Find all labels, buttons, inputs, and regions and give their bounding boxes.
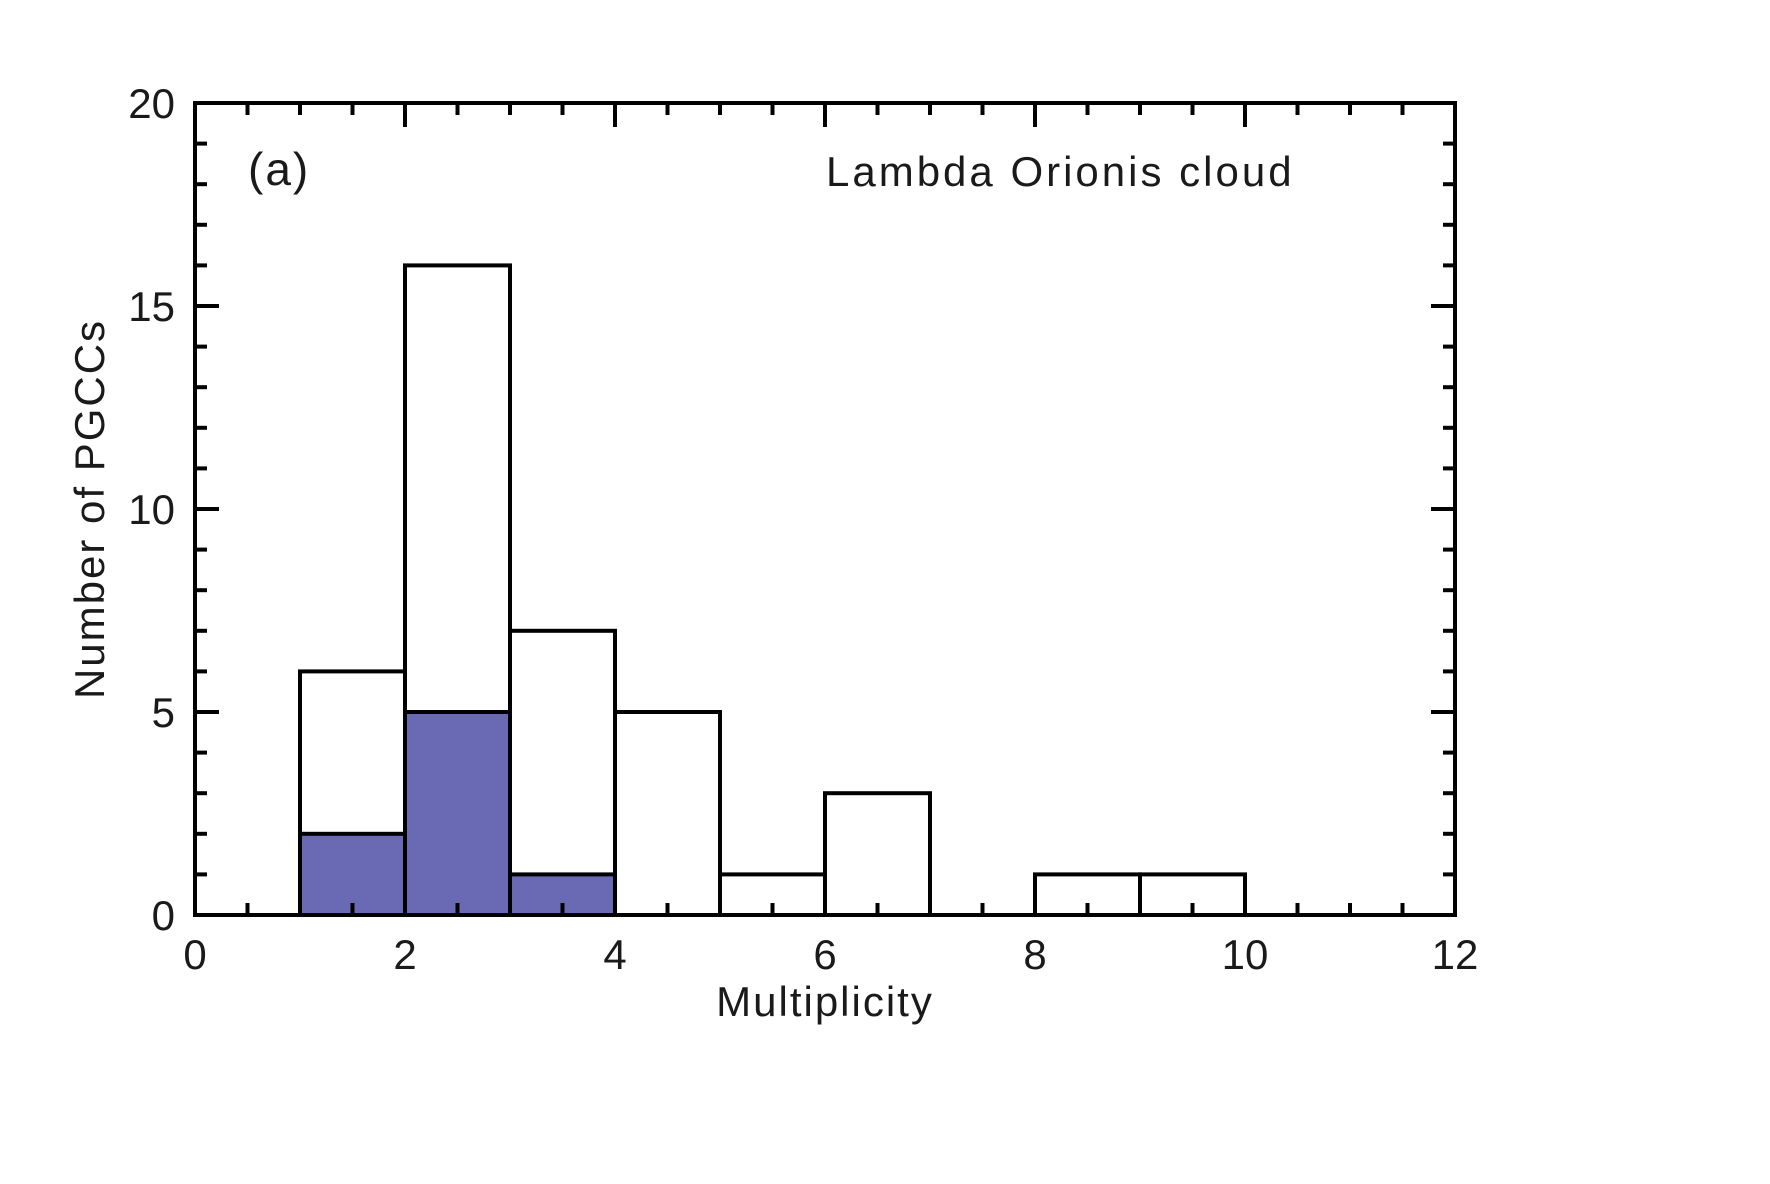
all-pgccs-bar — [508, 628, 617, 917]
x-tick-label: 10 — [1222, 931, 1269, 978]
x-tick-label: 2 — [393, 931, 416, 978]
y-tick-label: 10 — [128, 486, 175, 533]
y-tick-label: 5 — [152, 689, 175, 736]
y-tick-label: 0 — [152, 892, 175, 939]
all-pgccs-bar — [613, 710, 722, 917]
x-tick-label: 12 — [1432, 931, 1479, 978]
all-pgccs-bar — [823, 791, 932, 918]
subset-pgccs-bar — [403, 710, 512, 917]
y-axis-label: Number of PGCCs — [66, 318, 113, 700]
y-tick-label: 15 — [128, 283, 175, 330]
y-tick-label: 20 — [128, 80, 175, 127]
subset-pgccs-bar — [298, 831, 407, 917]
x-tick-label: 6 — [813, 931, 836, 978]
cloud-annotation: Lambda Orionis cloud — [826, 148, 1295, 195]
x-tick-label: 0 — [183, 931, 206, 978]
panel-label: (a) — [248, 143, 311, 195]
x-axis-label: Multiplicity — [716, 978, 934, 1025]
x-tick-label: 8 — [1023, 931, 1046, 978]
x-tick-label: 4 — [603, 931, 626, 978]
